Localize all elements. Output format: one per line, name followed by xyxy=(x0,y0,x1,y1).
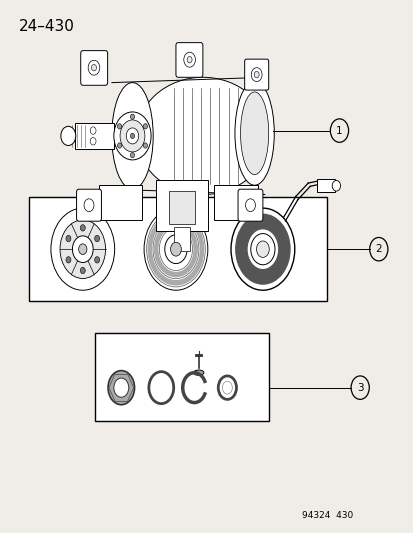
Ellipse shape xyxy=(112,83,153,189)
Text: 24–430: 24–430 xyxy=(19,19,74,34)
Circle shape xyxy=(251,68,261,82)
Circle shape xyxy=(90,127,96,134)
Circle shape xyxy=(164,235,187,264)
FancyBboxPatch shape xyxy=(156,180,208,231)
Circle shape xyxy=(170,242,181,256)
Circle shape xyxy=(51,208,114,290)
Circle shape xyxy=(108,370,134,405)
Circle shape xyxy=(187,56,192,63)
Circle shape xyxy=(114,112,151,160)
Circle shape xyxy=(95,236,100,241)
Circle shape xyxy=(80,225,85,231)
Circle shape xyxy=(95,257,100,263)
FancyBboxPatch shape xyxy=(169,191,195,224)
Circle shape xyxy=(331,181,339,191)
FancyBboxPatch shape xyxy=(76,189,101,221)
Text: 1: 1 xyxy=(335,126,342,135)
FancyBboxPatch shape xyxy=(81,51,107,85)
Ellipse shape xyxy=(136,77,268,195)
Text: 2: 2 xyxy=(375,244,381,254)
Circle shape xyxy=(143,143,147,148)
Circle shape xyxy=(144,208,207,290)
Circle shape xyxy=(61,126,76,146)
Circle shape xyxy=(78,244,87,255)
Bar xyxy=(173,227,190,251)
Circle shape xyxy=(90,138,96,145)
Circle shape xyxy=(66,257,71,263)
Circle shape xyxy=(183,52,195,67)
Ellipse shape xyxy=(240,92,268,175)
FancyBboxPatch shape xyxy=(214,185,257,220)
FancyBboxPatch shape xyxy=(176,43,202,77)
Circle shape xyxy=(66,236,71,241)
Circle shape xyxy=(130,152,134,158)
Circle shape xyxy=(230,208,294,290)
Circle shape xyxy=(117,124,121,129)
Circle shape xyxy=(222,381,232,394)
FancyBboxPatch shape xyxy=(98,185,141,220)
Circle shape xyxy=(120,120,145,152)
Circle shape xyxy=(80,268,85,274)
Circle shape xyxy=(72,236,93,263)
Circle shape xyxy=(254,71,259,78)
FancyBboxPatch shape xyxy=(244,59,268,90)
Circle shape xyxy=(130,114,134,119)
Bar xyxy=(74,123,114,149)
Circle shape xyxy=(60,220,105,279)
Circle shape xyxy=(88,60,100,75)
Ellipse shape xyxy=(234,82,273,185)
Circle shape xyxy=(130,133,134,139)
Circle shape xyxy=(117,143,121,148)
Circle shape xyxy=(245,199,255,212)
Circle shape xyxy=(114,378,128,397)
Bar xyxy=(29,197,326,301)
FancyBboxPatch shape xyxy=(237,189,262,221)
Circle shape xyxy=(126,128,138,144)
Ellipse shape xyxy=(193,370,203,375)
Circle shape xyxy=(149,372,173,403)
Circle shape xyxy=(218,376,236,399)
Text: 94324  430: 94324 430 xyxy=(301,511,353,520)
Bar xyxy=(95,333,268,421)
Text: 3: 3 xyxy=(356,383,363,393)
Circle shape xyxy=(250,233,274,265)
Circle shape xyxy=(256,241,268,257)
Bar xyxy=(316,179,334,192)
Circle shape xyxy=(91,64,96,71)
Circle shape xyxy=(84,199,94,212)
Circle shape xyxy=(143,124,147,129)
